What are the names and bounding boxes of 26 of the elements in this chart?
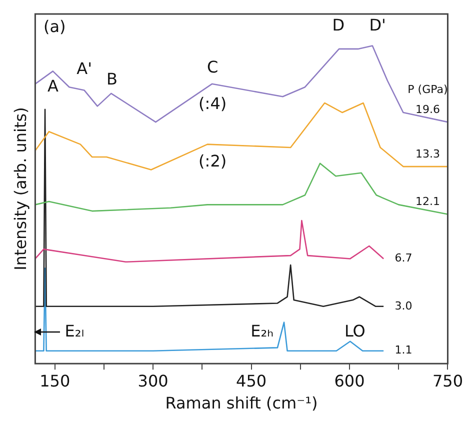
annotation: (:2) xyxy=(198,152,227,171)
legend-title: P (GPa) xyxy=(408,82,448,96)
series-label: 1.1 xyxy=(394,344,412,357)
annotation: E₂ₗ xyxy=(64,321,84,340)
series-label: 6.7 xyxy=(394,252,412,265)
text: D xyxy=(332,15,345,34)
text: (a) xyxy=(43,17,66,36)
annotation: A xyxy=(47,76,58,96)
series-label: 19.6 xyxy=(415,102,440,116)
x-tick-label: 300 xyxy=(138,371,168,390)
x-axis-title: Raman shift (cm⁻¹) xyxy=(165,394,318,413)
annotation: (:4) xyxy=(198,94,227,114)
series-label: 3.0 xyxy=(394,299,412,312)
annotation: C xyxy=(207,57,218,76)
annotation: A' xyxy=(76,59,92,78)
annotation: E₂ₕ xyxy=(250,321,274,340)
annotation: LO xyxy=(344,321,366,340)
x-tick-label: 150 xyxy=(40,371,70,390)
text: D' xyxy=(369,15,386,34)
series-label: 12.1 xyxy=(415,195,440,208)
x-tick-label: 450 xyxy=(236,371,267,390)
annotation: B xyxy=(106,70,118,89)
series-label: 13.3 xyxy=(415,147,440,160)
x-tick-label: 600 xyxy=(334,371,365,390)
x-tick-label: 750 xyxy=(432,371,464,390)
y-axis-title: Intensity (arb. units) xyxy=(10,107,30,270)
